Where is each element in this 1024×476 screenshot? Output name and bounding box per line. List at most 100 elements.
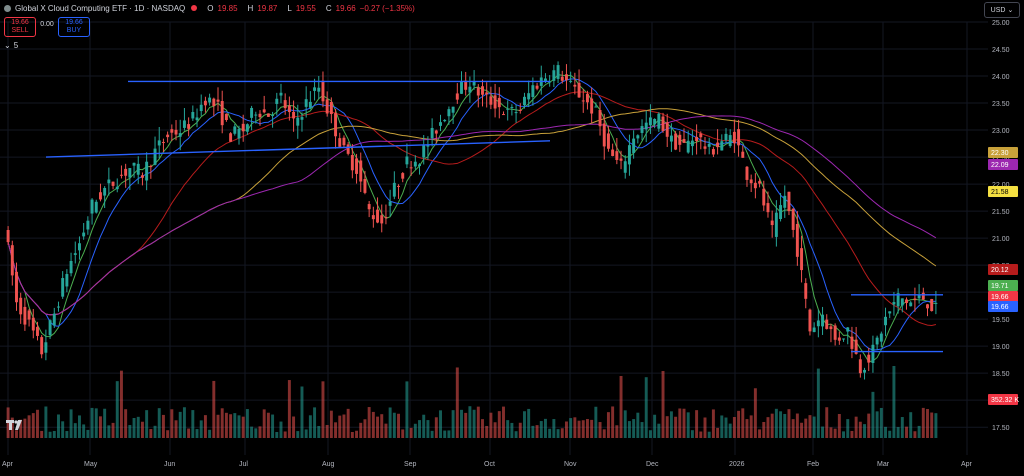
volume-bar [879, 407, 883, 438]
volume-bar [552, 419, 556, 438]
volume-bar [850, 430, 854, 438]
volume-bar [728, 423, 732, 438]
volume-bar [31, 413, 35, 438]
volume-bar [644, 377, 648, 438]
time-axis[interactable]: Apr May Jun Jul Aug Sep Oct Nov Dec 2026 Feb Mar Apr [2, 461, 973, 468]
volume-bar [258, 426, 262, 438]
candle-body [388, 201, 392, 206]
tradingview-logo-icon[interactable] [6, 418, 26, 432]
candle-body [632, 138, 636, 153]
price-labels: 22.30 22.09 21.58 20.12 19.71 19.66 19.66 352.3… [988, 147, 1019, 405]
volume-bar [497, 411, 501, 438]
volume-bar [245, 409, 249, 438]
volume-bar [182, 407, 186, 438]
volume-bar [699, 431, 703, 438]
price-label-text: 22.09 [991, 162, 1009, 169]
moving-average-line [7, 115, 937, 316]
volume-bar [233, 413, 237, 438]
candle-body [338, 138, 342, 147]
volume-bar [657, 423, 661, 438]
candle-body [434, 130, 438, 134]
candle-body [657, 113, 661, 129]
volume-bar [732, 416, 736, 438]
price-label-text: 22.30 [991, 150, 1009, 157]
candle-body [300, 117, 304, 120]
candle-body [19, 297, 23, 315]
volume-bar [674, 416, 678, 438]
candle-body [615, 151, 619, 160]
volume-bar [518, 422, 522, 438]
candle-body [355, 158, 359, 174]
volume-bar [842, 431, 846, 438]
candle-body [73, 253, 77, 255]
candle-body [556, 65, 560, 79]
volume-bar [884, 426, 887, 438]
volume-bar [115, 381, 119, 438]
candle-body [573, 84, 577, 87]
price-axis[interactable]: 25.00 24.50 24.00 23.50 23.00 22.50 22.00 21.50… [992, 20, 1010, 432]
volume-bar [86, 429, 90, 438]
volume-bar [514, 431, 518, 438]
symbol-title[interactable]: Global X Cloud Computing ETF · 1D · NASD… [15, 3, 186, 13]
volume-bar [178, 411, 182, 438]
price-tick-label: 24.00 [992, 74, 1010, 81]
candle-body [65, 274, 69, 287]
candle-body [732, 131, 736, 144]
candle-body [107, 179, 111, 184]
candle-body [560, 76, 564, 81]
candle-body [128, 168, 132, 178]
candle-body [728, 135, 732, 147]
volume-bar [632, 419, 636, 438]
volume-bar [577, 420, 581, 438]
candle-body [879, 333, 883, 342]
candle-body [27, 310, 31, 320]
candle-body [90, 199, 94, 214]
candle-body [426, 144, 430, 147]
volume-bar [816, 368, 820, 438]
volume-bar [569, 418, 573, 438]
buy-button[interactable]: 19.66 BUY [58, 17, 90, 37]
candle-body [174, 129, 178, 135]
volume-bar [94, 408, 98, 438]
candle-body [460, 82, 463, 94]
candle-body [216, 99, 220, 102]
volume-bar [829, 427, 833, 438]
moving-averages [7, 74, 937, 363]
trend-lines[interactable] [45, 80, 943, 353]
currency-selector[interactable]: USD ⌄ [984, 2, 1020, 18]
candle-body [871, 344, 875, 364]
volume-bar [921, 407, 925, 438]
volume-bar [262, 409, 266, 438]
volume-bar [237, 415, 241, 438]
volume-bar [707, 431, 711, 438]
candle-body [254, 114, 258, 116]
volume-bar [468, 406, 472, 438]
candle-body [304, 99, 308, 107]
volume-bar [443, 430, 447, 438]
volume-bar [329, 410, 333, 438]
candle-body [812, 327, 816, 333]
candle-body [510, 106, 514, 108]
volume-bar [271, 414, 275, 438]
candle-body [564, 74, 568, 81]
price-label-box [988, 291, 1018, 302]
volume-bar [892, 366, 896, 438]
moving-average-line [7, 78, 936, 351]
sell-button[interactable]: 19.66 SELL [4, 17, 36, 37]
candle-body [758, 181, 762, 184]
candle-body [896, 293, 900, 307]
candle-body [737, 129, 741, 146]
candle-body [317, 87, 321, 92]
time-tick-label: Mar [877, 461, 890, 468]
indicators-toggle[interactable]: ⌄ 5 [4, 41, 18, 50]
trade-panel: 19.66 SELL 0.00 19.66 BUY [4, 17, 90, 37]
volume-bar [535, 425, 539, 438]
volume-bar [745, 419, 749, 438]
symbol-logo [4, 4, 11, 12]
volume-bar [846, 419, 850, 438]
volume-bar [422, 414, 426, 438]
volume-bar [52, 430, 56, 438]
volume-bar [934, 413, 938, 438]
